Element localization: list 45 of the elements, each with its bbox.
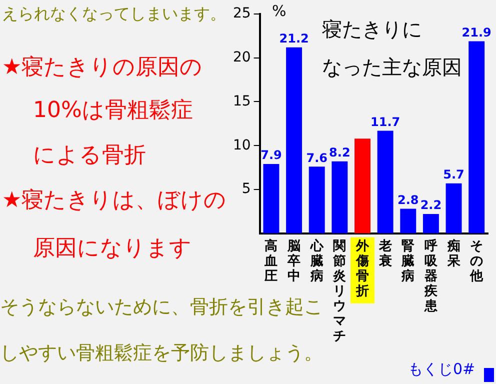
bar	[308, 166, 325, 234]
data-label: 5.7	[443, 167, 464, 182]
data-label: 8.2	[329, 146, 350, 160]
text: 寝たきりになった主な原因	[322, 17, 462, 79]
data-label: 11.7	[370, 114, 400, 129]
x-tick-label: その他	[469, 239, 484, 284]
y-axis-title: %	[272, 2, 286, 20]
y-tick-label: 20	[232, 50, 251, 66]
x-tick-label: 外傷骨折	[355, 239, 370, 300]
text: もくじ0#	[408, 360, 476, 379]
x-tick-label: 痴呆	[446, 238, 462, 270]
text: えられなくなってしまいます。	[2, 4, 226, 25]
bar	[286, 47, 302, 234]
y-tick-label: 5	[242, 181, 251, 198]
bar	[354, 138, 370, 234]
x-tick-label: 脳卒中	[286, 239, 301, 284]
data-label: 7.9	[260, 148, 282, 162]
text: しやすい骨粗鬆症を予防しましょう。	[0, 341, 323, 366]
bar	[400, 208, 416, 234]
text: ★寝たきりの原因の	[2, 54, 203, 82]
bar	[377, 130, 394, 234]
y-tick-label: 15	[232, 93, 251, 110]
x-tick-label: 関節炎リウマチ	[332, 239, 346, 344]
data-label: 2.8	[398, 192, 419, 207]
data-label: 21.2	[279, 31, 309, 46]
bar	[263, 164, 280, 234]
bar	[468, 41, 485, 234]
y-tick-label: 10	[232, 137, 251, 154]
x-tick-label: 呼吸器疾患	[423, 238, 438, 314]
x-tick-label: 高血圧	[264, 238, 278, 284]
text: ★寝たきりは、ぼけの	[2, 187, 227, 215]
text: による骨折	[33, 142, 146, 170]
text: 10%は骨粗鬆症	[33, 97, 193, 125]
data-label: 2.2	[420, 198, 442, 212]
bar	[422, 214, 439, 234]
text: 原因になります	[33, 235, 192, 263]
y-tick-label: 25	[232, 6, 251, 22]
data-label: 7.6	[306, 150, 328, 165]
x-tick-label: 心臓病	[309, 238, 324, 284]
x-tick-label: 腎臓病	[400, 239, 416, 284]
text: そうならないために、骨折を引き起こ	[0, 295, 323, 320]
bar	[332, 161, 348, 234]
x-tick-label: 老衰	[378, 239, 392, 270]
data-label: 21.9	[462, 25, 492, 40]
bar	[446, 183, 462, 234]
